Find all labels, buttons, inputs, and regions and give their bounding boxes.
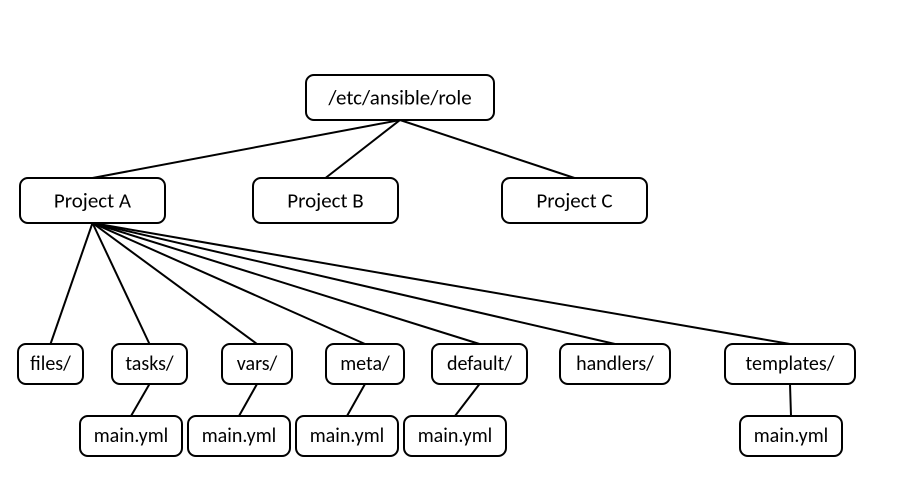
edge-projA-default [93, 223, 480, 344]
node-meta: meta/ [326, 344, 404, 384]
node-m_tasks: main.yml [80, 416, 182, 456]
ansible-role-tree-diagram: /etc/ansible/role Project A Project B Proje… [0, 0, 904, 500]
edge-templates-m_templates [790, 384, 791, 416]
node-label-projA: Project A [54, 188, 132, 214]
node-label-default: default/ [447, 352, 512, 376]
node-templates: templates/ [725, 344, 855, 384]
edge-projA-meta [93, 223, 366, 344]
node-label-m_tasks: main.yml [94, 424, 169, 448]
node-m_meta: main.yml [296, 416, 398, 456]
node-label-m_default: main.yml [418, 424, 493, 448]
node-label-projB: Project B [287, 188, 363, 214]
edge-projA-handlers [93, 223, 616, 344]
node-label-handlers: handlers/ [576, 352, 654, 376]
node-label-m_templates: main.yml [754, 424, 829, 448]
node-vars: vars/ [222, 344, 292, 384]
node-label-files: files/ [30, 352, 71, 376]
edge-vars-m_vars [239, 384, 257, 416]
node-label-root: /etc/ansible/role [327, 85, 471, 111]
edge-projA-tasks [93, 223, 150, 344]
node-label-m_meta: main.yml [310, 424, 385, 448]
node-handlers: handlers/ [560, 344, 670, 384]
node-projC: Project C [502, 178, 647, 223]
node-label-m_vars: main.yml [202, 424, 277, 448]
edge-default-m_default [455, 384, 480, 416]
edge-root-projB [326, 120, 401, 178]
node-files: files/ [18, 344, 83, 384]
edge-root-projC [400, 120, 575, 178]
node-label-tasks: tasks/ [125, 352, 174, 376]
node-tasks: tasks/ [112, 344, 187, 384]
node-m_templates: main.yml [740, 416, 842, 456]
node-label-projC: Project C [536, 188, 612, 214]
node-projA: Project A [20, 178, 165, 223]
node-default: default/ [432, 344, 527, 384]
node-root: /etc/ansible/role [306, 75, 494, 120]
node-m_vars: main.yml [188, 416, 290, 456]
node-label-templates: templates/ [746, 352, 835, 376]
edge-tasks-m_tasks [131, 384, 150, 416]
node-label-vars: vars/ [237, 352, 278, 376]
node-label-meta: meta/ [340, 352, 390, 376]
node-m_default: main.yml [404, 416, 506, 456]
edge-projA-templates [93, 223, 791, 344]
edge-meta-m_meta [347, 384, 365, 416]
edge-projA-files [51, 223, 93, 344]
node-projB: Project B [253, 178, 398, 223]
edge-root-projA [93, 120, 401, 178]
